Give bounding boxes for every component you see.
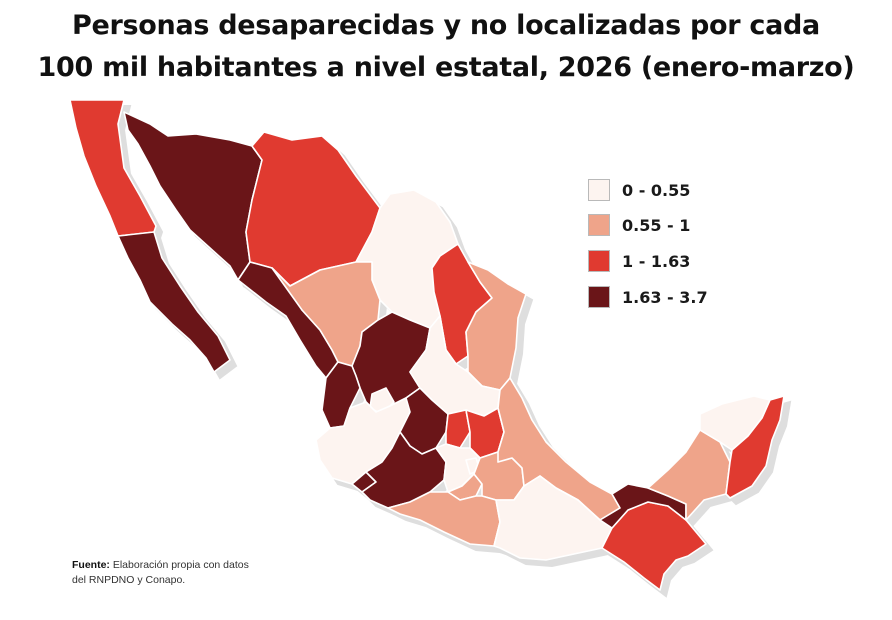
legend-label-2: 0.55 - 1 bbox=[622, 215, 691, 235]
states-layer bbox=[69, 99, 785, 591]
map-title-line-2: 100 mil habitantes a nivel estatal, 2026… bbox=[37, 52, 855, 83]
legend-label-4: 1.63 - 3.7 bbox=[622, 287, 708, 307]
legend-swatch-2 bbox=[588, 214, 610, 236]
legend-item-2: 0.55 - 1 bbox=[588, 212, 690, 238]
state-baja-california-sur bbox=[117, 231, 231, 373]
source-text-line-1: Elaboración propia con datos bbox=[109, 559, 249, 571]
source-text-line-2: del RNPDNO y Conapo. bbox=[72, 574, 186, 586]
state-quintana-roo bbox=[725, 395, 785, 499]
source-label: Fuente: bbox=[72, 559, 110, 571]
legend-item-3: 1 - 1.63 bbox=[588, 248, 690, 274]
state-nayarit bbox=[321, 361, 361, 429]
legend-label-1: 0 - 0.55 bbox=[622, 180, 691, 200]
state-campeche bbox=[647, 429, 731, 521]
legend-swatch-3 bbox=[588, 250, 610, 272]
legend-item-1: 0 - 0.55 bbox=[588, 177, 690, 203]
legend-item-4: 1.63 - 3.7 bbox=[588, 284, 708, 310]
map-title-line-1: Personas desaparecidas y no localizadas … bbox=[72, 10, 820, 41]
legend-label-3: 1 - 1.63 bbox=[622, 251, 691, 271]
legend-swatch-1 bbox=[588, 179, 610, 201]
legend-swatch-4 bbox=[588, 286, 610, 308]
source-note: Fuente: Elaboración propia con datos del… bbox=[72, 558, 249, 588]
